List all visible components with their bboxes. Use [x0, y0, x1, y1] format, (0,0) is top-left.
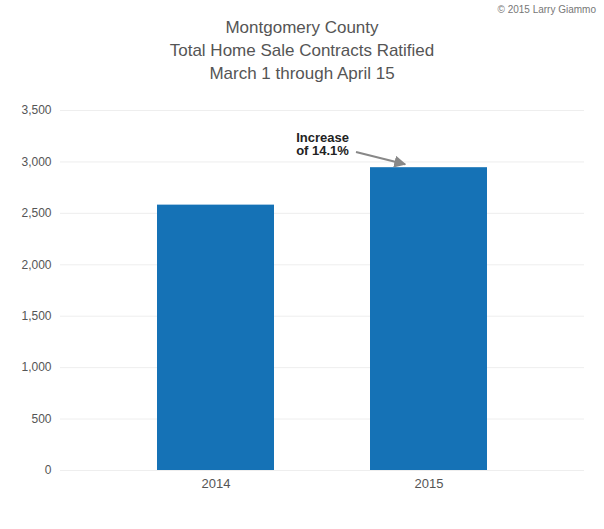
svg-text:0: 0	[45, 463, 52, 477]
html-text:© 2015 Larry Giammo: © 2015 Larry Giammo	[497, 4, 596, 15]
svg-text:2,000: 2,000	[21, 257, 51, 271]
svg-text:3,000: 3,000	[21, 155, 51, 169]
html-text:Montgomery County Total Home S: Montgomery County Total Home Sale Contra…	[169, 18, 435, 83]
svg-text:3,500: 3,500	[21, 103, 51, 117]
svg-text:Increaseof 14.1%: Increaseof 14.1%	[296, 130, 349, 158]
svg-text:2015: 2015	[415, 476, 444, 491]
svg-text:2,500: 2,500	[21, 206, 51, 220]
svg-text:1,500: 1,500	[21, 309, 51, 323]
svg-text:1,000: 1,000	[21, 360, 51, 374]
svg-text:2014: 2014	[202, 476, 231, 491]
svg-text:500: 500	[31, 412, 51, 426]
